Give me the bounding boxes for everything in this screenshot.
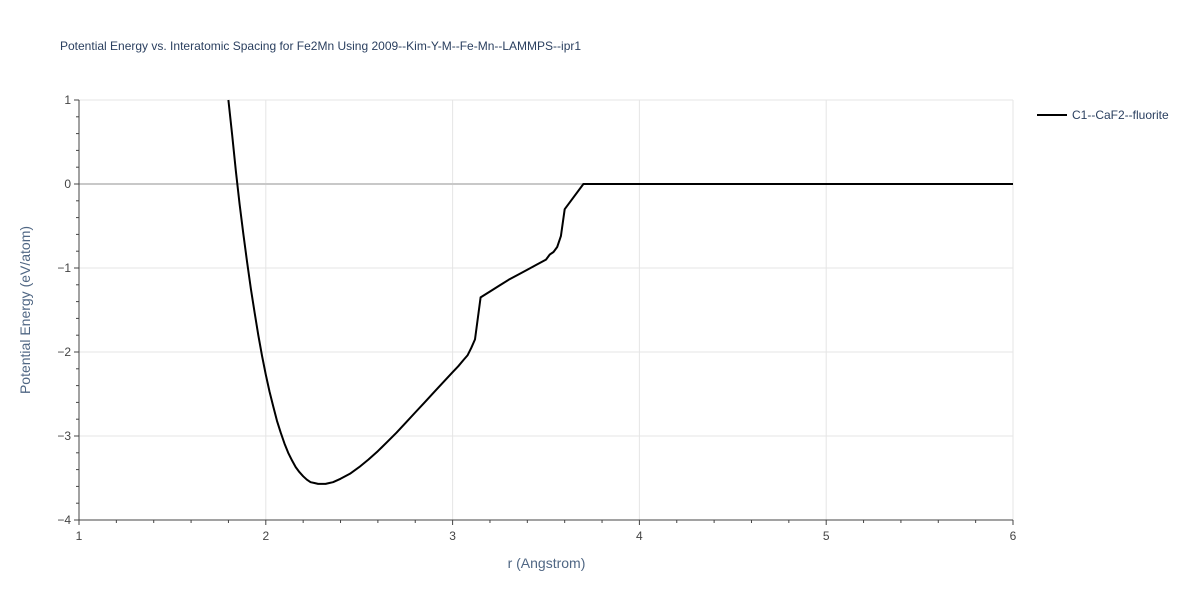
x-axis-label: r (Angstrom) <box>508 555 586 571</box>
y-tick-label: −1 <box>57 261 71 275</box>
series-lines <box>227 99 1013 485</box>
chart-title: Potential Energy vs. Interatomic Spacing… <box>60 39 581 53</box>
y-tick-label: 1 <box>64 93 71 107</box>
axes: 1 2 3 4 5 6 1 0 −1 −2 −3 −4 <box>57 93 1016 543</box>
legend-label[interactable]: C1--CaF2--fluorite <box>1072 108 1169 122</box>
x-tick-label: 3 <box>449 529 456 543</box>
y-tick-label: 0 <box>64 177 71 191</box>
grid <box>79 99 1014 520</box>
legend[interactable]: C1--CaF2--fluorite <box>1037 108 1169 122</box>
x-tick-label: 1 <box>76 529 83 543</box>
y-tick-label: −4 <box>57 513 71 527</box>
y-tick-label: −3 <box>57 429 71 443</box>
y-axis-label: Potential Energy (eV/atom) <box>17 226 33 394</box>
x-tick-label: 5 <box>823 529 830 543</box>
x-tick-label: 2 <box>262 529 269 543</box>
y-tick-label: −2 <box>57 345 71 359</box>
x-tick-label: 4 <box>636 529 643 543</box>
x-tick-label: 6 <box>1010 529 1017 543</box>
series-line[interactable] <box>227 99 1013 485</box>
